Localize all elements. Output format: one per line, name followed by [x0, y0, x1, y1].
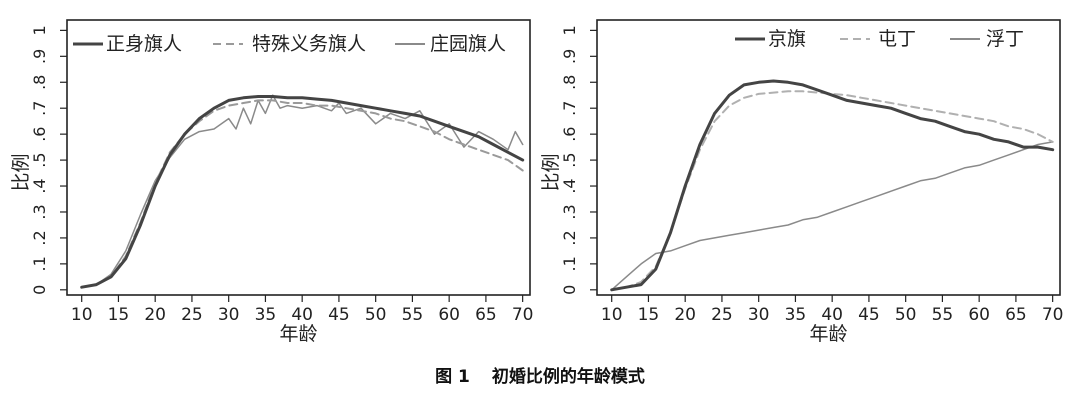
y-tick-label: 0	[560, 285, 579, 295]
x-tick-label: 25	[711, 305, 733, 325]
y-tick-label: 1	[560, 25, 579, 35]
x-tick-label: 70	[512, 305, 534, 325]
y-tick-label: .8	[30, 75, 49, 90]
x-tick-label: 40	[291, 305, 313, 325]
y-tick-label: .6	[30, 127, 49, 142]
y-tick-label: .1	[30, 256, 49, 271]
figure-caption: 图 1 初婚比例的年龄模式	[0, 362, 1080, 387]
x-tick-label: 45	[858, 305, 880, 325]
y-tick-label: .4	[30, 178, 49, 193]
caption-number: 图 1	[435, 367, 470, 387]
y-tick-label: 1	[30, 25, 49, 35]
series-line	[80, 94, 524, 288]
x-tick-label: 30	[748, 305, 770, 325]
plot-frame	[596, 19, 1061, 296]
legend-label: 庄园旗人	[430, 33, 506, 55]
y-tick-label: 0	[30, 285, 49, 295]
y-tick-label: .6	[560, 127, 579, 142]
series-line	[610, 79, 1055, 292]
y-tick-label: .2	[560, 230, 579, 245]
legend-label: 正身旗人	[106, 33, 182, 55]
x-tick-label: 45	[328, 305, 350, 325]
x-axis-title: 年龄	[279, 323, 317, 345]
x-tick-label: 15	[108, 305, 130, 325]
y-tick-label: .5	[560, 152, 579, 167]
y-axis-title: 比例	[540, 153, 562, 191]
x-tick-label: 10	[601, 305, 623, 325]
legend-label: 浮丁	[986, 28, 1024, 50]
y-tick-label: .9	[560, 49, 579, 64]
y-tick-label: .3	[560, 204, 579, 219]
x-tick-label: 60	[968, 305, 990, 325]
legend-label: 特殊义务旗人	[252, 33, 366, 55]
x-tick-label: 20	[674, 305, 696, 325]
series-line	[610, 90, 1054, 291]
x-tick-label: 10	[71, 305, 93, 325]
x-tick-label: 40	[821, 305, 843, 325]
series-line	[610, 141, 1054, 291]
x-tick-label: 65	[1005, 305, 1027, 325]
legend-label: 京旗	[768, 28, 806, 50]
x-tick-label: 15	[638, 305, 660, 325]
caption-title: 初婚比例的年龄模式	[491, 367, 645, 387]
y-tick-label: .5	[30, 152, 49, 167]
y-tick-label: .3	[30, 204, 49, 219]
x-tick-label: 60	[438, 305, 460, 325]
x-tick-label: 50	[895, 305, 917, 325]
series-line	[80, 95, 525, 289]
x-tick-label: 35	[785, 305, 807, 325]
y-tick-label: .1	[560, 256, 579, 271]
y-tick-label: .9	[30, 49, 49, 64]
x-tick-label: 70	[1042, 305, 1064, 325]
x-tick-label: 50	[365, 305, 387, 325]
x-tick-label: 35	[255, 305, 277, 325]
x-axis-title: 年龄	[809, 323, 847, 345]
x-tick-label: 20	[144, 305, 166, 325]
x-tick-label: 30	[218, 305, 240, 325]
x-tick-label: 65	[475, 305, 497, 325]
chart-panel-1: 0 .1 .2 .3 .4 .5 .6 .7 .8 .9 1 10 15 20 25 30 35 40 45 50 55…	[10, 19, 534, 345]
y-axis-title: 比例	[10, 153, 32, 191]
y-tick-label: .2	[30, 230, 49, 245]
y-tick-label: .8	[560, 75, 579, 90]
y-tick-label: .4	[560, 178, 579, 193]
legend-label: 屯丁	[878, 28, 916, 50]
plot-frame	[66, 19, 531, 296]
x-tick-label: 55	[932, 305, 954, 325]
x-tick-label: 55	[402, 305, 424, 325]
x-tick-label: 25	[181, 305, 203, 325]
chart-panel-2: 0 .1 .2 .3 .4 .5 .6 .7 .8 .9 1 10 15 20 25 30 35 40 45 50 55…	[540, 19, 1064, 345]
y-tick-label: .7	[30, 101, 49, 116]
y-tick-label: .7	[560, 101, 579, 116]
